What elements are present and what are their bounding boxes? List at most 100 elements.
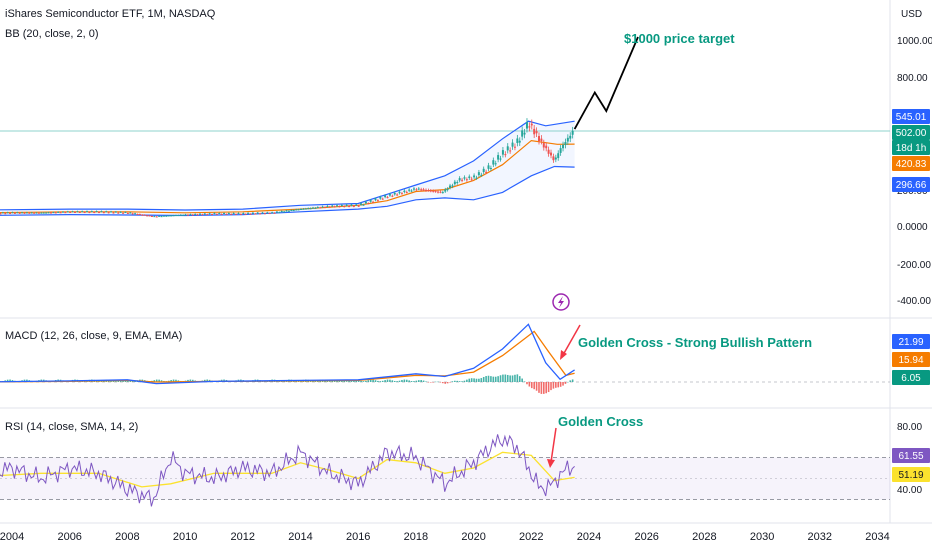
candle-body <box>348 205 351 207</box>
x-axis-tick: 2008 <box>115 531 139 543</box>
macd-indicator-label[interactable]: MACD (12, 26, close, 9, EMA, EMA) <box>5 330 183 342</box>
candle-body <box>203 213 206 215</box>
rsi-line <box>0 434 575 507</box>
x-axis-tick: 2026 <box>634 531 658 543</box>
candle-body <box>162 215 165 217</box>
macd-histogram-bar <box>405 379 408 382</box>
price-tag <box>892 156 930 171</box>
candle-body <box>280 211 283 213</box>
candle-body <box>497 155 500 160</box>
candle-body <box>480 174 483 176</box>
candle-body <box>215 213 218 215</box>
rsi-indicator-label[interactable]: RSI (14, close, SMA, 14, 2) <box>5 421 139 433</box>
candle-body <box>146 215 149 217</box>
candle-body <box>550 152 553 156</box>
candle-body <box>372 201 375 203</box>
macd-histogram-bar <box>153 380 156 382</box>
candle-body <box>126 212 129 214</box>
macd-histogram-bar <box>514 374 516 382</box>
macd-histogram-bar <box>463 380 466 382</box>
candle-body <box>237 212 240 214</box>
candle-body <box>256 212 259 214</box>
rsi-axis-tick: 40.00 <box>897 485 922 496</box>
candle-body <box>545 145 548 149</box>
candle-body <box>16 212 19 214</box>
candle-body <box>266 212 269 214</box>
macd-annotation: Golden Cross - Strong Bullish Pattern <box>578 335 812 350</box>
bb-lower-line <box>0 165 575 217</box>
candle-body <box>444 189 447 192</box>
candle-body <box>177 215 180 217</box>
macd-histogram-bar <box>422 380 425 382</box>
macd-histogram-bar <box>504 374 507 382</box>
macd-histogram-bar <box>506 374 509 382</box>
macd-histogram-bar <box>449 382 451 383</box>
candle-body <box>485 171 488 173</box>
candle-body <box>64 212 67 214</box>
macd-histogram-bar <box>530 382 533 389</box>
macd-histogram-bar <box>131 381 134 382</box>
projection-line <box>573 36 639 130</box>
macd-histogram-bar <box>329 381 331 382</box>
macd-histogram-bar <box>410 381 413 382</box>
candle-body <box>521 130 524 137</box>
rsi-ma-line <box>0 451 575 488</box>
candle-body <box>69 212 72 214</box>
candle-body <box>439 191 442 193</box>
macd-histogram-bar <box>509 375 511 382</box>
x-axis-tick: 2012 <box>231 531 255 543</box>
candle-body <box>239 213 242 215</box>
macd-histogram-bar <box>357 380 360 382</box>
macd-histogram-bar <box>350 380 353 382</box>
candle-body <box>45 212 48 214</box>
target-annotation: $1000 price target <box>624 31 735 46</box>
candle-body <box>340 205 343 207</box>
candle-body <box>530 123 533 126</box>
macd-histogram-bar <box>396 381 398 382</box>
candle-body <box>278 212 281 214</box>
candle-body <box>393 192 396 195</box>
candle-body <box>400 193 403 195</box>
candle-body <box>290 209 293 211</box>
candle-body <box>345 204 348 206</box>
candle-body <box>275 211 278 213</box>
candle-body <box>167 215 170 217</box>
candle-body <box>114 211 117 213</box>
candle-body <box>312 207 315 209</box>
candle-body <box>494 163 497 165</box>
candle-body <box>559 148 562 153</box>
candle-body <box>352 205 355 207</box>
candle-body <box>328 206 331 208</box>
macd-histogram-bar <box>427 382 430 383</box>
candle-body <box>285 210 288 212</box>
macd-histogram-bar <box>372 379 374 382</box>
candle-body <box>40 212 43 214</box>
candle-body <box>489 167 492 169</box>
macd-histogram-bar <box>518 376 521 382</box>
macd-histogram-bar <box>473 378 475 382</box>
candle-body <box>201 214 204 216</box>
candle-body <box>321 206 324 208</box>
macd-histogram-bar <box>437 381 439 383</box>
macd-tag <box>892 334 930 349</box>
macd-histogram-bar <box>432 382 435 383</box>
candle-body <box>295 209 298 211</box>
candle-body <box>119 211 122 213</box>
candle-body <box>314 207 317 209</box>
candle-body <box>513 146 516 148</box>
candle-body <box>186 214 189 216</box>
macd-histogram-bar <box>535 382 538 391</box>
candle-body <box>427 190 430 192</box>
candle-body <box>324 207 327 209</box>
candle-body <box>523 132 526 135</box>
candle-body <box>369 200 372 202</box>
price-tag-label: 545.01 <box>896 112 927 123</box>
bb-indicator-label[interactable]: BB (20, close, 2, 0) <box>5 28 99 40</box>
candle-body <box>18 212 21 214</box>
macd-histogram-bar <box>369 379 372 382</box>
price-tag <box>892 177 930 192</box>
macd-tag-label: 6.05 <box>901 373 921 384</box>
macd-histogram-bar <box>415 380 418 382</box>
